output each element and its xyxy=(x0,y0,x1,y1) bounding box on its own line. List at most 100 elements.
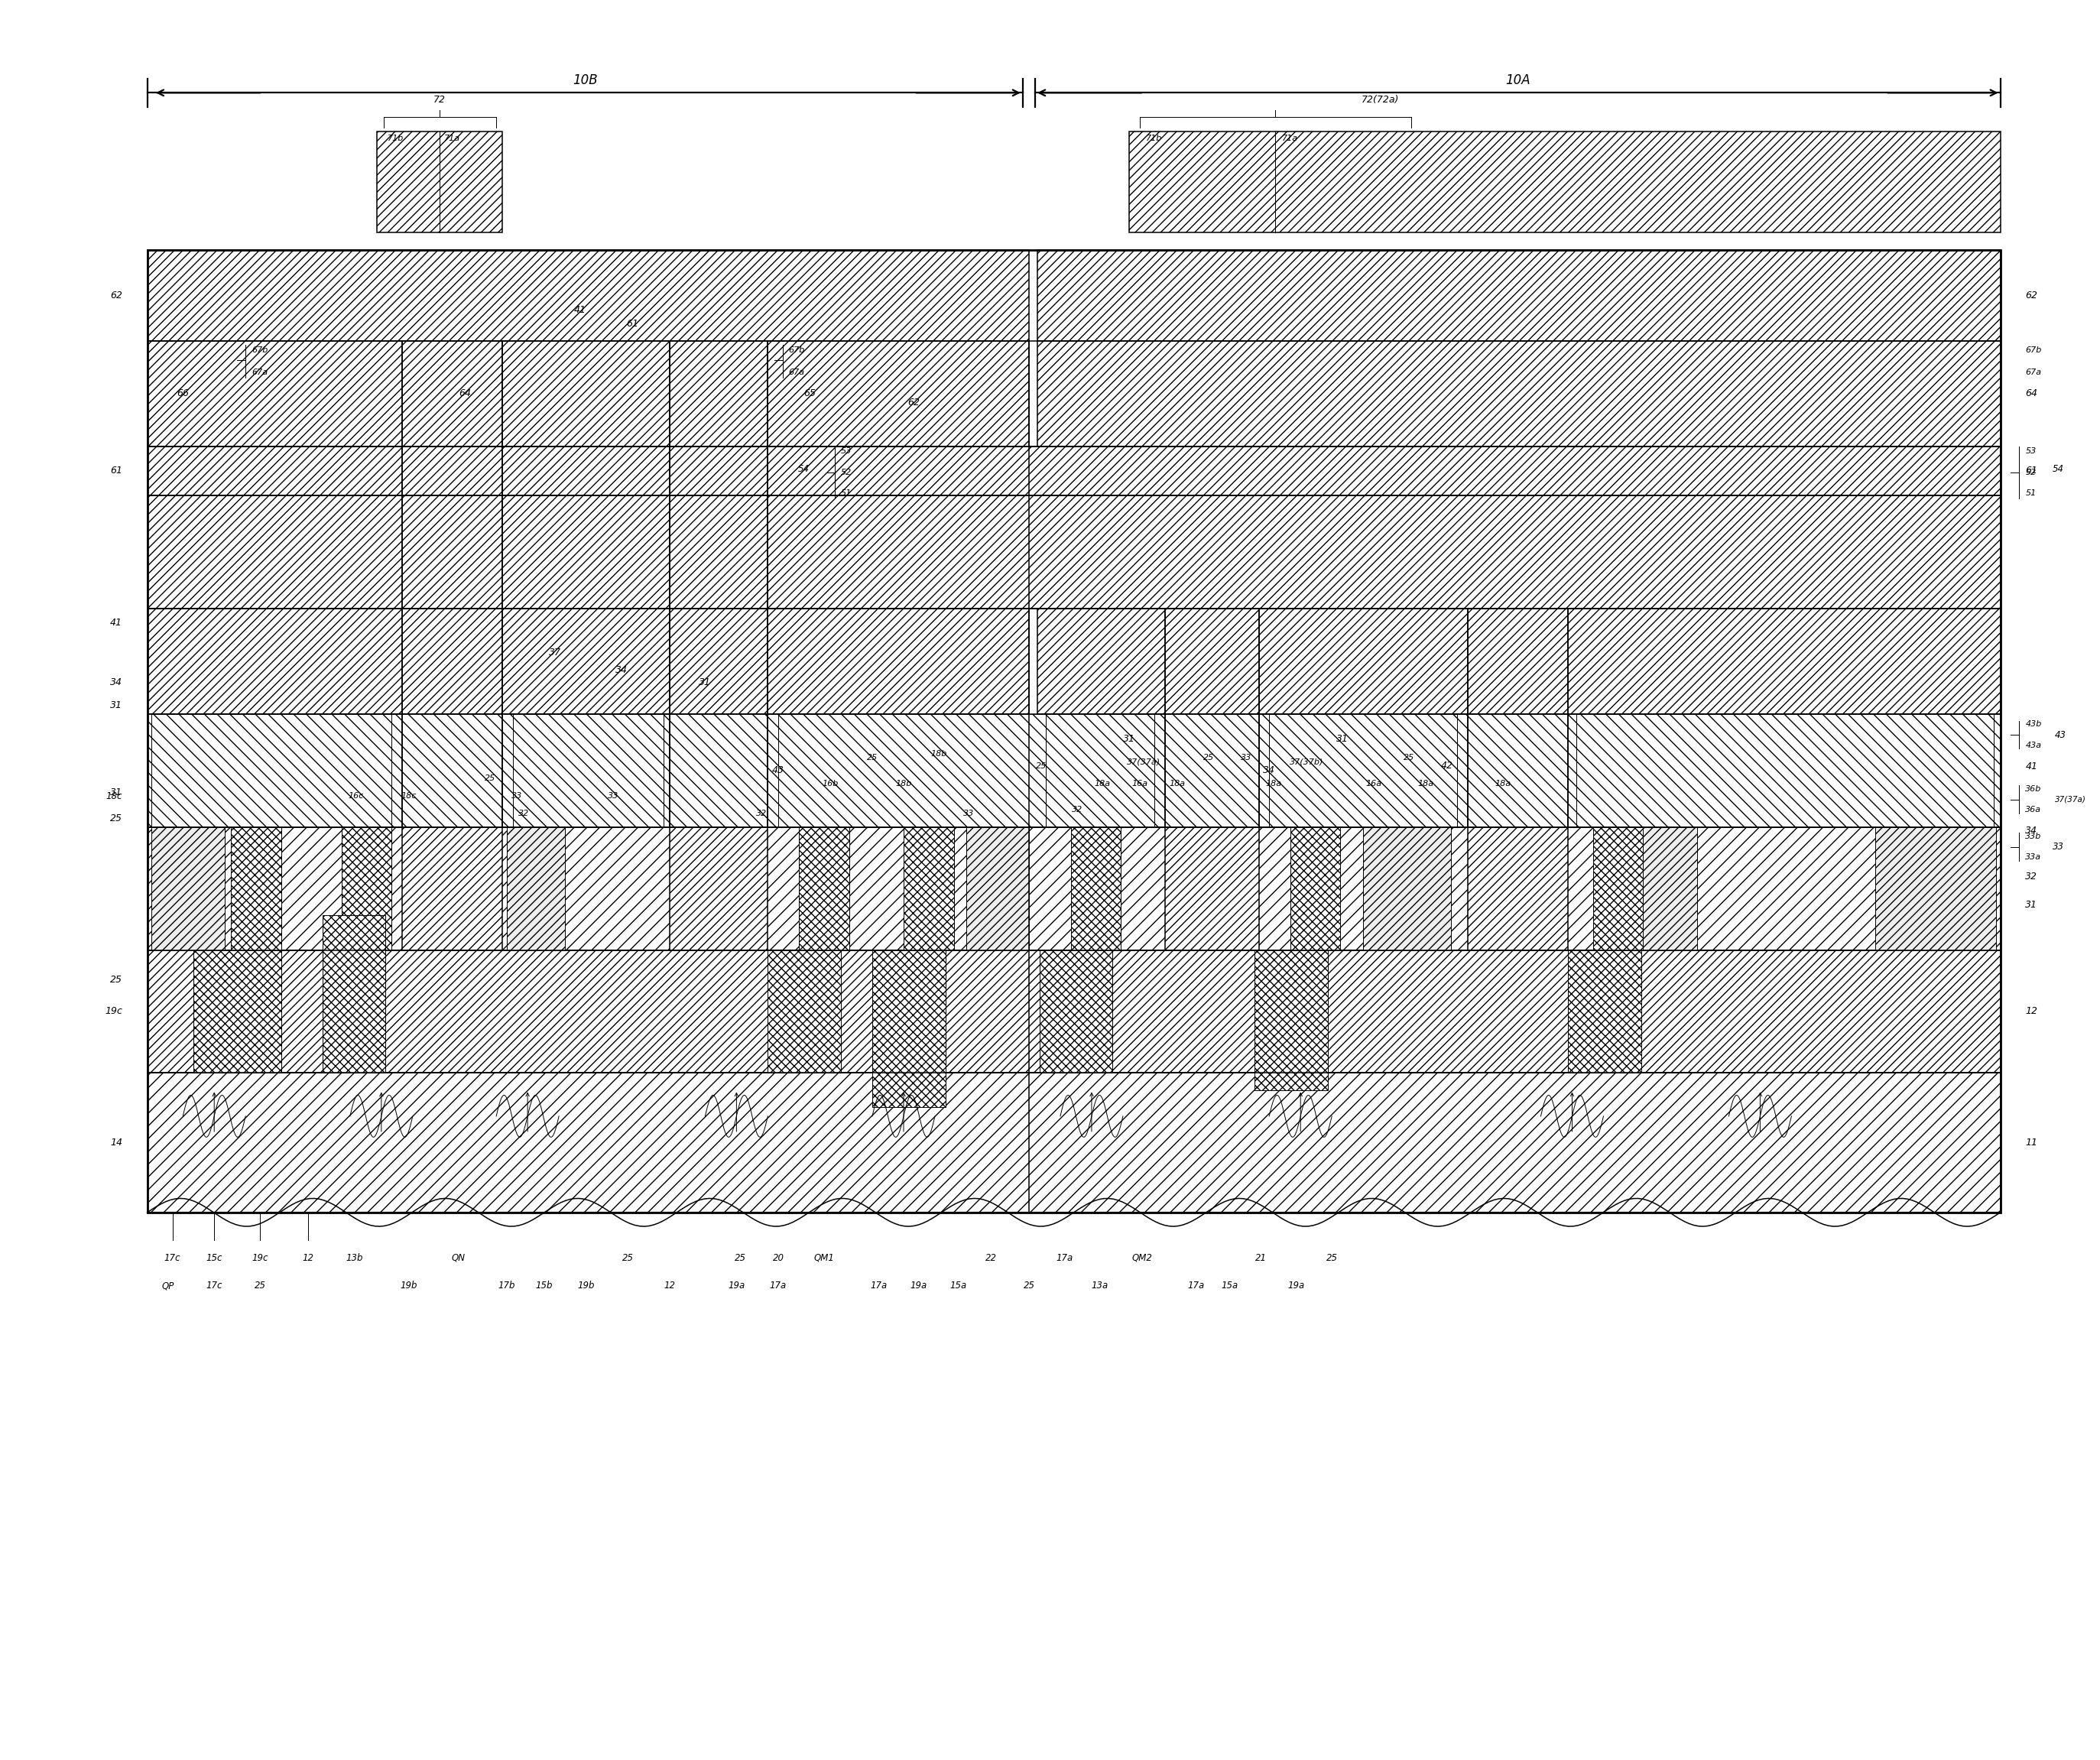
Bar xyxy=(147,341,1029,445)
Text: 12: 12 xyxy=(664,1281,676,1290)
Text: 67a: 67a xyxy=(790,370,804,377)
Text: 25: 25 xyxy=(1035,762,1048,771)
Text: 51: 51 xyxy=(840,489,853,498)
Text: 67a: 67a xyxy=(252,370,269,377)
Text: 33: 33 xyxy=(607,792,620,799)
Text: 17a: 17a xyxy=(771,1281,788,1290)
Bar xyxy=(1875,827,1997,950)
Bar xyxy=(403,445,502,495)
Bar xyxy=(670,827,769,950)
Text: 43: 43 xyxy=(773,766,785,776)
Text: 18a: 18a xyxy=(1266,780,1281,788)
Bar xyxy=(378,132,502,232)
Text: 17c: 17c xyxy=(164,1253,181,1264)
Bar xyxy=(1166,715,1258,827)
Text: 17a: 17a xyxy=(869,1281,886,1290)
Bar xyxy=(1468,609,1569,715)
Text: 16a: 16a xyxy=(1365,780,1382,788)
Bar xyxy=(1363,827,1451,950)
Text: 19a: 19a xyxy=(729,1281,746,1290)
Bar xyxy=(147,715,1029,827)
Text: QM1: QM1 xyxy=(815,1253,834,1264)
Text: 18b: 18b xyxy=(895,780,911,788)
Text: 13a: 13a xyxy=(1092,1281,1109,1290)
Bar xyxy=(670,715,769,827)
Text: QP: QP xyxy=(162,1281,174,1290)
Text: 22: 22 xyxy=(985,1253,997,1264)
Text: 62: 62 xyxy=(2024,290,2037,301)
Bar xyxy=(1130,132,2001,232)
Bar xyxy=(403,715,502,827)
Text: 25: 25 xyxy=(867,753,878,762)
Text: 25: 25 xyxy=(1023,1281,1035,1290)
Text: 65: 65 xyxy=(804,389,815,400)
Bar xyxy=(342,827,393,950)
Bar xyxy=(147,495,2001,609)
Text: 41: 41 xyxy=(573,304,586,315)
Bar xyxy=(403,609,502,715)
Text: 18a: 18a xyxy=(1495,780,1512,788)
Text: 18a: 18a xyxy=(1418,780,1434,788)
Text: 67b: 67b xyxy=(790,347,804,354)
Text: 12: 12 xyxy=(302,1253,315,1264)
Bar xyxy=(147,250,1029,341)
Text: 10A: 10A xyxy=(1506,74,1531,88)
Bar xyxy=(506,827,565,950)
Text: 17c: 17c xyxy=(206,1281,223,1290)
Text: 37(37a): 37(37a) xyxy=(2054,796,2085,803)
Text: 11: 11 xyxy=(2024,1137,2037,1148)
Bar xyxy=(1634,827,1697,950)
Text: 36a: 36a xyxy=(2024,806,2041,813)
Bar xyxy=(323,915,386,1072)
Text: 32: 32 xyxy=(1071,806,1082,813)
Text: 54: 54 xyxy=(798,465,811,473)
Text: 18a: 18a xyxy=(1094,780,1111,788)
Bar xyxy=(1037,609,2001,715)
Text: 25: 25 xyxy=(735,1253,746,1264)
Text: 37(37a): 37(37a) xyxy=(1128,759,1161,766)
Text: 43a: 43a xyxy=(2024,741,2041,750)
Text: 16c: 16c xyxy=(349,792,363,799)
Bar xyxy=(1289,827,1340,950)
Bar xyxy=(147,827,2001,950)
Text: 34: 34 xyxy=(615,665,628,676)
Bar xyxy=(403,827,502,950)
Text: 15a: 15a xyxy=(949,1281,966,1290)
Text: 18c: 18c xyxy=(105,790,122,801)
Text: 36b: 36b xyxy=(2024,785,2041,792)
Text: 31: 31 xyxy=(2024,899,2037,910)
Text: 15c: 15c xyxy=(206,1253,223,1264)
Text: 19c: 19c xyxy=(252,1253,269,1264)
Bar xyxy=(1040,950,1113,1072)
Text: 42: 42 xyxy=(1441,760,1453,771)
Text: 71a: 71a xyxy=(443,134,460,143)
Text: 13b: 13b xyxy=(346,1253,363,1264)
Text: 71b: 71b xyxy=(1147,134,1161,143)
Text: 33a: 33a xyxy=(2024,854,2041,861)
Text: 37(37b): 37(37b) xyxy=(1289,759,1323,766)
Text: 25: 25 xyxy=(1325,1253,1338,1264)
Bar xyxy=(903,827,953,950)
Text: 10B: 10B xyxy=(573,74,598,88)
Bar xyxy=(147,250,2001,1213)
Text: 34: 34 xyxy=(1262,766,1275,776)
Bar xyxy=(1037,250,2001,341)
Text: 31: 31 xyxy=(699,678,712,688)
Text: 25: 25 xyxy=(109,975,122,984)
Text: 19c: 19c xyxy=(105,1007,122,1016)
Text: 53: 53 xyxy=(840,447,853,456)
Text: 31: 31 xyxy=(109,787,122,797)
Text: 20: 20 xyxy=(773,1253,783,1264)
Bar xyxy=(1268,715,1457,827)
Bar xyxy=(231,827,281,950)
Text: 18c: 18c xyxy=(401,792,416,799)
Text: 16a: 16a xyxy=(1132,780,1149,788)
Text: 33: 33 xyxy=(512,792,523,799)
Text: 19b: 19b xyxy=(578,1281,594,1290)
Text: 31: 31 xyxy=(1124,734,1136,744)
Bar xyxy=(403,341,502,445)
Bar xyxy=(670,341,769,445)
Text: 12: 12 xyxy=(2024,1007,2037,1016)
Bar xyxy=(147,609,1029,715)
Text: 61: 61 xyxy=(2024,466,2037,475)
